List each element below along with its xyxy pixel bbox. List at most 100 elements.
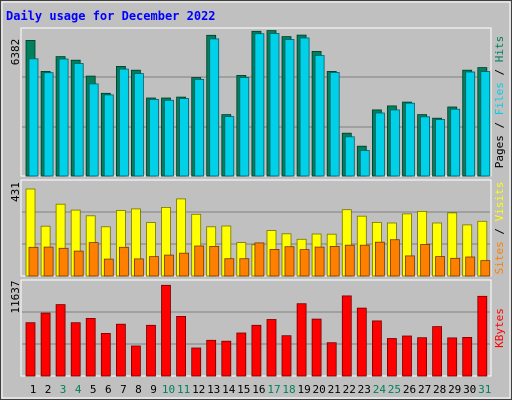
bar-kbytes-28 (432, 326, 443, 377)
bar-files-11 (179, 98, 190, 177)
bar-files-21 (329, 72, 340, 177)
bar-sites-4 (73, 250, 84, 277)
x-tick-label-10: 10 (162, 383, 175, 396)
bar-kbytes-8 (130, 345, 141, 377)
legend-text: Pages / Files / Hits (493, 36, 506, 169)
bar-sites-15 (239, 258, 250, 277)
x-tick-label-23: 23 (358, 383, 371, 396)
bar-sites-13 (209, 245, 220, 277)
chart-title: Daily usage for December 2022 (6, 9, 216, 23)
x-tick-label-27: 27 (418, 383, 431, 396)
bar-files-31 (480, 71, 491, 177)
bar-files-30 (465, 71, 476, 177)
bar-sites-6 (103, 258, 114, 277)
x-tick-label-4: 4 (75, 383, 82, 396)
bar-sites-19 (299, 249, 310, 277)
bar-files-29 (450, 108, 461, 177)
bar-sites-8 (133, 258, 144, 277)
bar-sites-9 (149, 256, 159, 277)
bar-files-8 (133, 73, 144, 177)
legend-visits: Visits (493, 182, 506, 222)
x-tick-label-5: 5 (90, 383, 97, 396)
bar-files-19 (299, 37, 310, 177)
legend-text: KBytes (493, 308, 506, 348)
bar-files-26 (405, 102, 415, 177)
y-max-label-kbytes: 11637 (9, 280, 22, 313)
x-tick-label-1: 1 (30, 383, 37, 396)
bar-sites-23 (359, 244, 370, 277)
legend-sites: Sites (493, 241, 506, 274)
x-tick-label-31: 31 (478, 383, 491, 396)
bar-kbytes-19 (296, 303, 307, 377)
bar-sites-16 (254, 242, 265, 277)
bar-kbytes-25 (386, 338, 397, 377)
bar-kbytes-1 (25, 322, 36, 377)
legend-separator: / (493, 62, 506, 82)
bar-kbytes-11 (176, 315, 187, 377)
bar-kbytes-26 (402, 335, 412, 377)
bars-pages-files-hits (25, 30, 491, 177)
bar-files-7 (119, 68, 129, 177)
bar-kbytes-31 (477, 295, 488, 377)
bar-files-20 (314, 55, 325, 177)
x-tick-label-7: 7 (120, 383, 127, 396)
x-tick-label-29: 29 (448, 383, 461, 396)
x-tick-label-15: 15 (237, 383, 250, 396)
bar-files-18 (284, 39, 295, 177)
bar-kbytes-27 (417, 337, 428, 377)
bar-files-10 (164, 99, 174, 177)
bar-files-28 (435, 119, 446, 177)
x-tick-label-24: 24 (373, 383, 387, 396)
x-tick-label-9: 9 (150, 383, 157, 396)
bar-kbytes-7 (116, 323, 126, 377)
bar-kbytes-16 (251, 324, 262, 377)
x-tick-label-18: 18 (282, 383, 295, 396)
bar-kbytes-13 (206, 339, 217, 377)
x-tick-label-20: 20 (312, 383, 325, 396)
bar-kbytes-20 (311, 318, 322, 377)
bar-kbytes-29 (447, 337, 458, 377)
x-tick-label-28: 28 (433, 383, 446, 396)
bars-kbytes (25, 284, 488, 377)
x-tick-label-11: 11 (177, 383, 190, 396)
x-tick-label-2: 2 (45, 383, 52, 396)
legend-separator: / (493, 221, 506, 241)
bar-kbytes-15 (236, 332, 247, 377)
bar-sites-1 (28, 246, 39, 277)
bar-files-9 (149, 99, 159, 177)
bar-sites-29 (450, 257, 461, 277)
bar-sites-3 (58, 247, 69, 277)
bar-kbytes-22 (341, 295, 352, 377)
bar-sites-27 (420, 244, 431, 277)
bar-files-14 (224, 116, 235, 177)
bar-files-16 (254, 33, 265, 177)
legend-files: Files (493, 82, 506, 115)
bar-files-27 (420, 116, 431, 177)
bar-sites-21 (329, 245, 340, 277)
bar-files-17 (269, 33, 280, 177)
x-tick-label-13: 13 (207, 383, 220, 396)
bar-kbytes-30 (462, 336, 473, 377)
bar-kbytes-12 (191, 347, 202, 377)
bar-kbytes-4 (70, 322, 81, 377)
x-tick-label-22: 22 (343, 383, 356, 396)
bar-sites-7 (119, 246, 129, 277)
bar-sites-28 (435, 256, 446, 277)
bar-kbytes-6 (100, 332, 111, 377)
bar-sites-31 (480, 260, 491, 277)
bar-files-4 (73, 63, 84, 177)
x-tick-label-25: 25 (388, 383, 401, 396)
bar-sites-30 (465, 256, 476, 277)
legend-visits-sites: Sites / Visits (493, 182, 506, 275)
x-tick-label-6: 6 (105, 383, 112, 396)
bar-files-6 (103, 94, 114, 177)
bar-kbytes-3 (55, 304, 66, 377)
bar-files-24 (374, 112, 385, 177)
bar-kbytes-2 (40, 312, 51, 377)
x-axis-labels: 1 2 3 4 5 6 7 8 9 10 11 12 13 14 15 16 17 18 19 20 21 22 23 24 2… (30, 383, 492, 396)
bar-kbytes-23 (356, 307, 367, 377)
legend-kbytes: KBytes (493, 308, 506, 348)
bar-files-2 (43, 72, 54, 177)
x-tick-label-19: 19 (297, 383, 310, 396)
